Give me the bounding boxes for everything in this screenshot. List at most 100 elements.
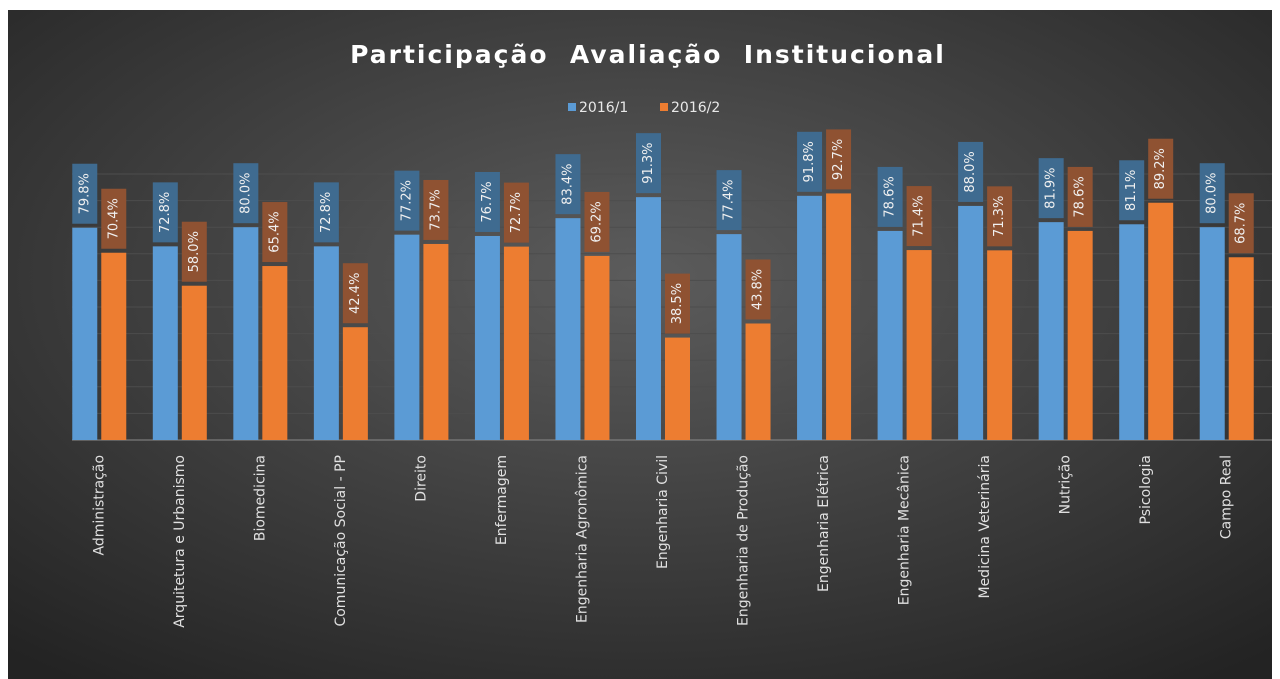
value-label-box bbox=[72, 163, 98, 224]
value-label-box bbox=[745, 259, 771, 320]
bar bbox=[152, 246, 178, 440]
value-label-box bbox=[1228, 193, 1254, 254]
value-label: 70.4% bbox=[106, 198, 121, 239]
value-label: 71.4% bbox=[912, 195, 927, 236]
bar bbox=[1038, 222, 1064, 440]
bar bbox=[877, 230, 903, 440]
bar bbox=[72, 227, 98, 440]
x-tick-label: Biomedicina bbox=[252, 455, 268, 541]
value-label: 89.2% bbox=[1153, 148, 1168, 189]
value-label: 72.8% bbox=[158, 192, 173, 233]
bar bbox=[1067, 230, 1093, 440]
value-label-box bbox=[584, 191, 610, 252]
value-label: 91.3% bbox=[641, 142, 656, 183]
x-tick-label: Campo Real bbox=[1219, 455, 1235, 539]
value-label: 77.4% bbox=[722, 179, 737, 220]
value-label-box bbox=[152, 182, 178, 243]
value-label-box bbox=[1199, 163, 1225, 224]
bar bbox=[262, 266, 288, 440]
value-label-box bbox=[826, 129, 852, 190]
x-tick-label: Medicina Veterinária bbox=[977, 455, 993, 599]
value-label-box bbox=[262, 202, 288, 263]
value-label-box bbox=[233, 163, 259, 224]
bar bbox=[797, 195, 823, 440]
bar bbox=[665, 337, 690, 440]
value-label: 65.4% bbox=[267, 211, 282, 252]
x-tick-label: Engenharia Mecânica bbox=[897, 455, 913, 605]
value-label: 73.7% bbox=[428, 189, 443, 230]
value-label-box bbox=[313, 182, 339, 243]
bar bbox=[1148, 202, 1174, 440]
bar bbox=[906, 250, 932, 440]
value-label: 79.8% bbox=[77, 173, 92, 214]
x-tick-label: Arquitetura e Urbanismo bbox=[172, 455, 188, 628]
value-label-box bbox=[665, 273, 690, 334]
bar bbox=[716, 234, 742, 440]
value-label-box bbox=[906, 186, 932, 247]
legend-swatch bbox=[568, 103, 576, 111]
value-label: 83.4% bbox=[560, 163, 575, 204]
x-tick-label: Psicologia bbox=[1138, 455, 1154, 524]
value-label-box bbox=[1067, 166, 1093, 227]
bar bbox=[101, 252, 127, 440]
value-label-box bbox=[101, 188, 127, 249]
value-label-box bbox=[474, 171, 500, 232]
x-tick-label: Direito bbox=[413, 455, 429, 502]
value-label: 78.6% bbox=[1073, 176, 1088, 217]
x-tick-label: Nutrição bbox=[1058, 455, 1074, 514]
value-label: 80.0% bbox=[1205, 173, 1220, 214]
legend-label: 2016/2 bbox=[671, 100, 720, 116]
chart-title: Participação Avaliação Institucional bbox=[350, 40, 946, 69]
x-tick-label: Administração bbox=[91, 455, 107, 555]
value-label-box bbox=[716, 170, 742, 231]
bar bbox=[474, 235, 500, 440]
bar bbox=[987, 250, 1013, 440]
x-tick-label: Enfermagem bbox=[494, 455, 510, 545]
value-label: 92.7% bbox=[831, 139, 846, 180]
value-label: 68.7% bbox=[1234, 203, 1249, 244]
value-label-box bbox=[877, 166, 903, 227]
value-label-box bbox=[342, 263, 368, 324]
bar bbox=[555, 218, 581, 440]
value-label-box bbox=[1148, 138, 1174, 199]
value-label: 80.0% bbox=[238, 173, 253, 214]
bar bbox=[745, 323, 771, 440]
value-label-box bbox=[503, 182, 529, 243]
value-label: 91.8% bbox=[802, 141, 817, 182]
value-label: 77.2% bbox=[399, 180, 414, 221]
x-tick-label: Engenharia Agronômica bbox=[574, 455, 590, 623]
value-label: 76.7% bbox=[480, 181, 495, 222]
value-label: 71.3% bbox=[992, 196, 1007, 237]
legend-label: 2016/1 bbox=[579, 100, 628, 116]
value-label-box bbox=[636, 133, 661, 194]
bar bbox=[636, 197, 661, 440]
bar bbox=[503, 246, 529, 440]
value-label: 38.5% bbox=[670, 283, 685, 324]
value-label-box bbox=[181, 221, 207, 282]
value-label: 42.4% bbox=[348, 273, 363, 314]
x-tick-label: Engenharia Civil bbox=[655, 455, 671, 569]
bar bbox=[342, 327, 368, 440]
bar bbox=[1119, 224, 1145, 440]
legend-swatch bbox=[660, 103, 668, 111]
value-label-box bbox=[987, 186, 1013, 247]
value-label: 88.0% bbox=[963, 151, 978, 192]
bar bbox=[394, 234, 420, 440]
value-label-box bbox=[394, 170, 420, 231]
value-label: 81.9% bbox=[1044, 167, 1059, 208]
value-label: 58.0% bbox=[187, 231, 202, 272]
value-label-box bbox=[555, 154, 581, 215]
bar bbox=[958, 205, 984, 440]
bar bbox=[1228, 257, 1254, 440]
bar bbox=[181, 285, 207, 440]
bar bbox=[826, 193, 852, 440]
value-label-box bbox=[423, 179, 449, 240]
x-tick-label: Engenharia de Produção bbox=[736, 455, 752, 626]
value-label-box bbox=[958, 141, 984, 202]
bar bbox=[313, 246, 339, 440]
x-tick-label: Comunicação Social - PP bbox=[333, 455, 349, 627]
value-label-box bbox=[1038, 158, 1064, 219]
bar bbox=[233, 227, 259, 440]
value-label: 81.1% bbox=[1124, 170, 1139, 211]
